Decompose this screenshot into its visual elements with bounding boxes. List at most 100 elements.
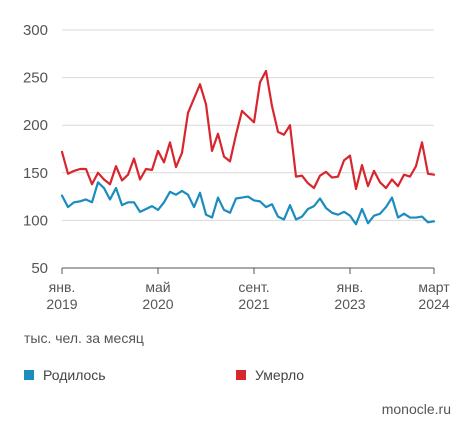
data-point	[391, 178, 393, 181]
data-point	[205, 213, 207, 216]
data-point	[433, 220, 435, 223]
y-tick-label: 50	[31, 260, 48, 277]
data-point	[145, 168, 147, 170]
data-point	[67, 172, 69, 175]
data-point	[409, 175, 411, 178]
legend-label-died: Умерло	[255, 367, 305, 383]
data-point	[331, 211, 333, 214]
data-point	[157, 150, 159, 152]
data-point	[169, 141, 171, 144]
data-point	[85, 168, 87, 170]
y-tick-label: 100	[23, 212, 48, 229]
data-point	[301, 215, 303, 218]
data-point	[289, 204, 291, 206]
data-point	[73, 201, 75, 204]
data-point	[181, 190, 183, 192]
y-tick-label: 300	[23, 22, 48, 39]
data-point	[277, 131, 279, 133]
gridlines	[62, 29, 434, 269]
data-point	[79, 168, 81, 170]
data-point	[361, 208, 363, 210]
x-tick-label-month: янв.	[337, 279, 364, 295]
data-point	[103, 187, 105, 189]
data-point	[397, 185, 399, 187]
data-point	[259, 200, 261, 203]
data-point	[271, 203, 273, 206]
data-point	[373, 214, 375, 217]
data-point	[283, 218, 285, 221]
data-point	[97, 181, 99, 184]
data-point	[109, 183, 111, 186]
data-point	[151, 169, 153, 171]
data-point	[193, 97, 195, 100]
data-point	[295, 218, 297, 221]
data-point	[313, 205, 315, 207]
data-point	[235, 133, 237, 136]
legend-label-born: Родилось	[43, 367, 106, 383]
data-point	[253, 199, 255, 202]
data-point	[415, 216, 417, 219]
data-point	[229, 211, 231, 214]
data-point	[337, 175, 339, 178]
data-point	[421, 215, 423, 218]
data-point	[73, 170, 75, 172]
data-point	[133, 157, 135, 160]
data-point	[139, 211, 141, 213]
unit-label: тыс. чел. за месяц	[24, 330, 144, 346]
data-point	[109, 198, 111, 201]
data-point	[289, 124, 291, 126]
data-point	[349, 214, 351, 217]
x-tick-label-year: 2019	[46, 296, 77, 312]
data-point	[139, 178, 141, 181]
data-point	[91, 183, 93, 186]
data-point	[211, 216, 213, 219]
data-point	[265, 70, 267, 72]
data-point	[391, 196, 393, 199]
data-point	[247, 195, 249, 198]
data-point	[403, 212, 405, 215]
source-credit: monocle.ru	[381, 401, 451, 417]
legend-swatch-born	[24, 370, 34, 380]
data-point	[163, 161, 165, 164]
data-point	[151, 205, 153, 207]
data-point	[385, 187, 387, 189]
data-point	[241, 196, 243, 199]
data-point	[199, 83, 201, 86]
data-point	[403, 173, 405, 176]
legend-swatch-died	[236, 370, 246, 380]
data-point	[319, 174, 321, 177]
data-point	[61, 151, 63, 153]
data-point	[115, 165, 117, 167]
data-point	[175, 166, 177, 168]
legend-item-died: Умерло	[236, 367, 304, 383]
data-point	[259, 81, 261, 84]
data-point	[241, 110, 243, 112]
y-axis-ticks: 50 100 150 200 250 300	[23, 22, 48, 277]
data-point	[325, 171, 327, 173]
data-point	[355, 188, 357, 190]
y-tick-label: 250	[23, 70, 48, 87]
data-point	[157, 209, 159, 211]
data-point	[217, 132, 219, 135]
data-point	[361, 164, 363, 166]
data-point	[235, 197, 237, 200]
data-point	[325, 207, 327, 209]
x-tick-label-year: 2024	[418, 296, 449, 312]
data-point	[433, 173, 435, 176]
data-point	[307, 182, 309, 185]
data-point	[187, 193, 189, 196]
data-point	[229, 160, 231, 163]
x-tick-label-month: янв.	[49, 279, 76, 295]
y-tick-label: 200	[23, 117, 48, 134]
data-point	[199, 191, 201, 194]
data-point	[313, 187, 315, 189]
data-point	[247, 115, 249, 118]
data-point	[223, 155, 225, 158]
x-tick-label-month: сент.	[238, 279, 269, 295]
data-point	[253, 121, 255, 124]
data-point	[163, 201, 165, 204]
data-point	[103, 178, 105, 181]
series-line-0	[60, 181, 436, 226]
data-point	[397, 216, 399, 219]
